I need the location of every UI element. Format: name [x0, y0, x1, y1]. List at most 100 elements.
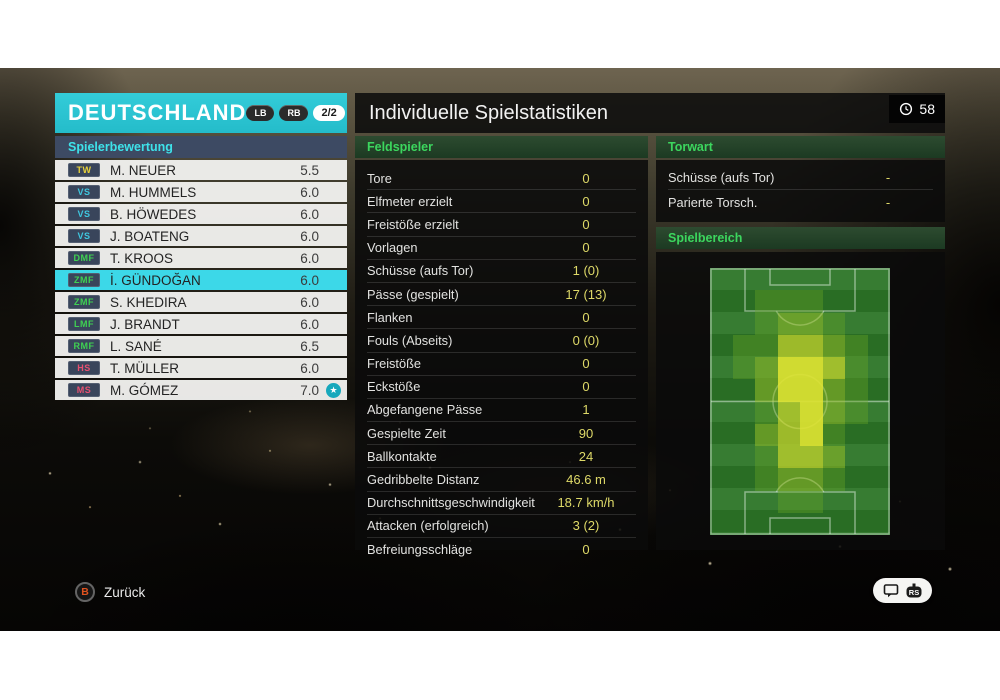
player-name: L. SANÉ — [110, 338, 162, 354]
heat-cell — [755, 513, 778, 535]
stat-row: Gedribbelte Distanz 46.6 m — [367, 468, 636, 492]
stat-label: Schüsse (aufs Tor) — [367, 263, 474, 279]
heat-cell — [755, 290, 778, 313]
heat-cell — [868, 513, 891, 535]
player-list: TW M. NEUER 5.5 VS M. HUMMELS 6.0 VS B. HÖWEDES… — [55, 160, 347, 402]
heat-cell — [733, 424, 756, 446]
pitch-heatmap — [710, 268, 890, 535]
heat-cell — [800, 401, 823, 424]
player-row[interactable]: VS M. HUMMELS 6.0 — [55, 182, 347, 202]
heat-cell — [710, 424, 733, 446]
stat-value: 0 — [582, 356, 590, 372]
heat-cell — [800, 334, 823, 357]
player-rating: 6.0 — [300, 360, 319, 376]
back-button[interactable]: B Zurück — [75, 582, 145, 602]
heat-cell — [868, 468, 891, 490]
heat-cell — [732, 334, 755, 357]
player-rating: 5.5 — [300, 162, 319, 178]
play-area-heatmap-panel — [656, 252, 945, 550]
position-badge: VS — [68, 185, 100, 199]
heat-cell — [800, 357, 823, 380]
stat-value: 18.7 km/h — [557, 495, 615, 511]
player-ratings-header: Spielerbewertung — [55, 136, 347, 158]
heat-cell — [845, 357, 868, 380]
player-row[interactable]: RMF L. SANÉ 6.5 — [55, 336, 347, 356]
heat-cell — [733, 513, 756, 535]
heat-cell — [755, 379, 778, 402]
stat-value: 1 — [582, 402, 590, 418]
heat-cell — [778, 513, 801, 535]
heat-cell — [755, 446, 778, 469]
lb-button-icon[interactable]: LB — [246, 105, 275, 121]
player-row[interactable]: ZMF İ. GÜNDOĞAN 6.0 — [55, 270, 347, 290]
player-row[interactable]: HS T. MÜLLER 6.0 — [55, 358, 347, 378]
heat-cell — [755, 401, 778, 424]
player-row[interactable]: LMF J. BRANDT 6.0 — [55, 314, 347, 334]
stat-label: Gedribbelte Distanz — [367, 472, 480, 488]
player-rating: 6.0 — [300, 184, 319, 200]
heat-cell — [755, 357, 778, 380]
chat-icon[interactable] — [883, 583, 899, 598]
stat-row: Fouls (Abseits) 0 (0) — [367, 329, 636, 353]
heat-cell — [733, 313, 756, 335]
stat-row: Eckstöße 0 — [367, 376, 636, 399]
stat-label: Schüsse (aufs Tor) — [668, 169, 775, 185]
heat-cell — [845, 401, 868, 424]
position-badge: VS — [68, 229, 100, 243]
heat-cell — [868, 313, 891, 335]
match-clock-badge: 58 — [889, 95, 945, 123]
heat-cell — [710, 468, 733, 490]
stat-value: 0 — [582, 379, 590, 395]
heat-cell — [800, 423, 823, 446]
player-row[interactable]: TW M. NEUER 5.5 — [55, 160, 347, 180]
heat-cell — [755, 468, 778, 491]
b-button-icon: B — [75, 582, 95, 602]
player-rating: 6.0 — [300, 272, 319, 288]
game-screen-background: DEUTSCHLAND LB RB 2/2 Spielerbewertung T… — [0, 68, 1000, 631]
heatmap-grid — [710, 268, 890, 535]
position-badge: LMF — [68, 317, 100, 331]
heat-cell — [777, 423, 800, 446]
section-torwart: Torwart — [656, 136, 945, 158]
heat-cell — [710, 268, 733, 290]
heat-cell — [755, 423, 778, 446]
heat-cell — [845, 513, 868, 535]
team-header-badges: LB RB 2/2 — [246, 105, 345, 121]
heat-cell — [800, 268, 823, 290]
stat-value: 24 — [578, 448, 594, 464]
heat-cell — [710, 402, 733, 424]
heat-cell — [755, 312, 778, 335]
heat-cell — [822, 357, 845, 380]
heat-cell — [733, 268, 756, 290]
player-row[interactable]: VS B. HÖWEDES 6.0 — [55, 204, 347, 224]
heat-cell — [800, 446, 823, 469]
stat-value: 0 — [582, 216, 590, 232]
star-slot: ★ — [319, 382, 341, 398]
stat-value: 0 — [582, 309, 590, 325]
heat-cell — [822, 423, 845, 446]
player-row[interactable]: VS J. BOATENG 6.0 — [55, 226, 347, 246]
stat-row: Gespielte Zeit 90 — [367, 422, 636, 446]
player-name: M. GÓMEZ — [110, 382, 179, 398]
heat-cell — [845, 379, 868, 402]
stat-label: Freistöße — [367, 356, 422, 372]
player-row[interactable]: MS M. GÓMEZ 7.0 ★ — [55, 380, 347, 400]
stat-value: - — [885, 169, 891, 185]
heat-cell — [777, 401, 800, 424]
rb-button-icon[interactable]: RB — [279, 105, 309, 121]
stat-row: Freistöße 0 — [367, 353, 636, 376]
heat-cell — [732, 357, 755, 380]
page-indicator: 2/2 — [313, 105, 345, 121]
feldspieler-stats-table: Tore 0 Elfmeter erzielt 0 Freistöße erzielt 0… — [355, 160, 648, 557]
right-stick-icon[interactable]: RS — [906, 583, 922, 598]
stat-label: Durchschnittsgeschwindigkeit — [367, 495, 535, 511]
heat-cell — [800, 379, 823, 402]
player-row[interactable]: DMF T. KROOS 6.0 — [55, 248, 347, 268]
footer-hint-pill: RS — [873, 578, 932, 603]
heat-cell — [710, 335, 733, 357]
stat-label: Attacken (erfolgreich) — [367, 518, 489, 534]
player-row[interactable]: ZMF S. KHEDIRA 6.0 — [55, 292, 347, 312]
player-name: T. KROOS — [110, 250, 174, 266]
position-badge: DMF — [68, 251, 100, 265]
heat-cell — [845, 290, 868, 312]
